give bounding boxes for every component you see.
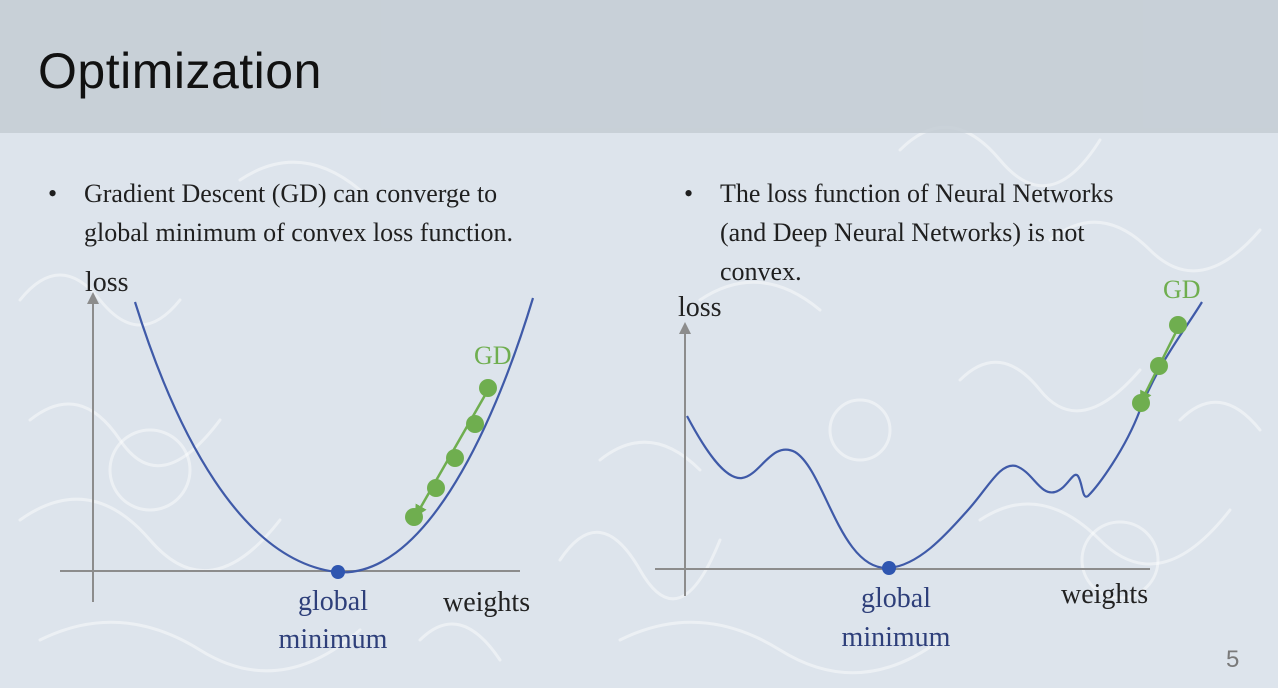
- convex-diagram: loss weights GD global minimum: [60, 267, 535, 655]
- bullet-right-line-2: (and Deep Neural Networks) is not: [720, 218, 1085, 247]
- gd-point: [1132, 394, 1150, 412]
- gd-point: [405, 508, 423, 526]
- non-convex-minimum-label-line-2: minimum: [842, 622, 951, 653]
- gd-point: [427, 479, 445, 497]
- bullet-left: • Gradient Descent (GD) can converge to …: [48, 174, 644, 252]
- bullet-right-line-3: convex.: [720, 257, 802, 286]
- non-convex-gd-label: GD: [1163, 275, 1201, 304]
- bullet-marker: •: [48, 179, 58, 208]
- title-band: [0, 0, 1278, 133]
- global-minimum-point: [882, 561, 896, 575]
- bullet-marker: •: [684, 179, 694, 208]
- non-convex-loss-label: loss: [678, 292, 722, 323]
- page-number: 5: [1226, 646, 1240, 673]
- convex-minimum-label-line-1: global: [298, 586, 368, 617]
- slide-title: Optimization: [38, 43, 322, 99]
- bullet-left-line-1: Gradient Descent (GD) can converge to: [84, 179, 498, 208]
- gd-point: [1169, 316, 1187, 334]
- non-convex-minimum-label-line-1: global: [861, 583, 931, 614]
- gd-point: [479, 379, 497, 397]
- convex-weights-label: weights: [443, 587, 530, 618]
- gd-point: [466, 415, 484, 433]
- convex-loss-label: loss: [85, 267, 129, 298]
- bullet-right: • The loss function of Neural Networks (…: [684, 174, 1240, 291]
- bullet-left-line-2: global minimum of convex loss function.: [84, 218, 513, 247]
- global-minimum-point: [331, 565, 345, 579]
- convex-loss-curve: [133, 297, 535, 574]
- non-convex-weights-label: weights: [1061, 579, 1148, 610]
- gd-point: [1150, 357, 1168, 375]
- non-convex-diagram: loss weights GD global minimum: [655, 275, 1203, 653]
- gd-point: [446, 449, 464, 467]
- bullet-right-line-1: The loss function of Neural Networks: [720, 179, 1114, 208]
- convex-minimum-label-line-2: minimum: [279, 624, 388, 655]
- convex-gd-label: GD: [474, 341, 512, 370]
- non-convex-loss-curve: [686, 301, 1203, 570]
